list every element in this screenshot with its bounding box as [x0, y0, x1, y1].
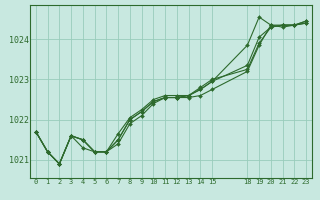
Text: Graphe pression niveau de la mer (hPa): Graphe pression niveau de la mer (hPa) [58, 188, 262, 197]
